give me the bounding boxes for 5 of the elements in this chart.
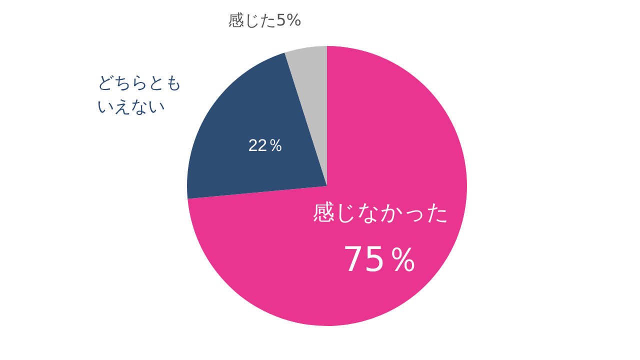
slice-label: 感じなかった bbox=[312, 200, 450, 226]
slice-label: どちらともいえない bbox=[96, 73, 182, 118]
data-label: 75％ bbox=[342, 240, 420, 280]
slice-label: 感じた5% bbox=[228, 10, 302, 30]
data-label: 22％ bbox=[248, 136, 284, 156]
